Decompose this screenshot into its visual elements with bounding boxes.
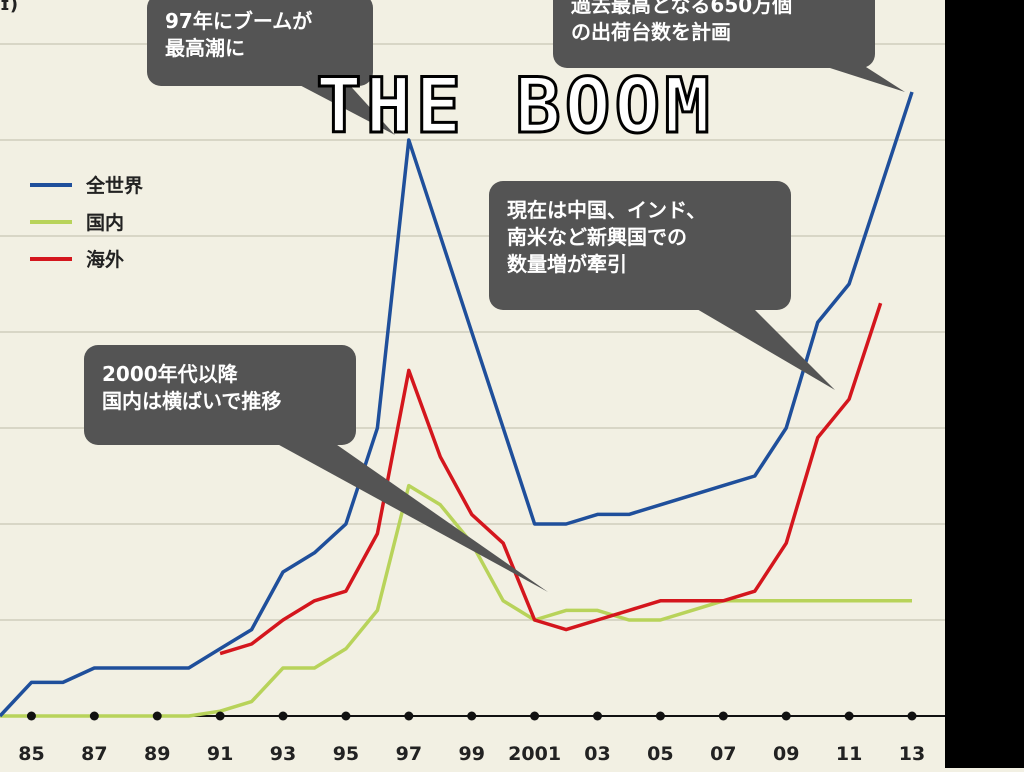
callout-pointer-record [805,60,905,92]
x-tick-label-5: 95 [333,743,359,765]
x-tick-mark-5 [341,711,351,721]
x-tick-label-11: 07 [710,743,736,765]
series-line-world [0,91,914,718]
x-tick-label-0: 85 [18,743,44,765]
x-tick-mark-1 [89,711,99,721]
series-line-domestic [0,483,912,718]
legend-item-overseas: 海外 [30,240,180,277]
x-tick-mark-2 [152,711,162,721]
x-tick-mark-12 [781,711,791,721]
x-tick-mark-11 [718,711,728,721]
x-tick-mark-6 [404,711,414,721]
legend-label-overseas: 海外 [86,249,125,271]
legend-swatch-world [30,182,72,187]
callout-domestic-flat: 2000年代以降 国内は横ばいで推移 [84,345,356,445]
legend: 全世界 国内 海外 [30,166,180,277]
x-tick-label-6: 97 [396,743,422,765]
callout-record-shipments: 過去最高となる650万個 の出荷台数を計画 [553,0,875,68]
overlay-title: THE BOOM [314,61,715,150]
black-side-band [945,0,1024,768]
x-tick-mark-14 [907,711,917,721]
x-tick-label-13: 11 [836,743,862,765]
x-tick-mark-13 [844,711,854,721]
x-tick-mark-4 [278,711,288,721]
x-tick-label-4: 93 [270,743,296,765]
callout-pointer-boom-peak [290,80,395,135]
callout-emerging-markets: 現在は中国、インド、 南米など新興国での 数量増が牽引 [489,181,791,310]
x-tick-label-7: 99 [458,743,484,765]
x-tick-label-9: 03 [584,743,610,765]
callout-pointer-emerging [690,305,835,390]
x-tick-label-2: 89 [144,743,170,765]
legend-item-domestic: 国内 [30,203,180,240]
callout-boom-peak: 97年にブームが 最高潮に [147,0,373,86]
x-tick-label-8: 2001 [508,743,561,765]
x-tick-label-12: 09 [773,743,799,765]
callout-pointer-domestic [270,440,548,592]
x-tick-label-1: 87 [81,743,107,765]
series-line-overseas [219,302,883,656]
y-axis-unit-fragment: ɪ) [0,0,19,15]
legend-label-world: 全世界 [86,175,144,197]
legend-item-world: 全世界 [30,166,180,203]
x-tick-mark-8 [530,711,540,721]
x-tick-mark-10 [655,711,665,721]
x-tick-mark-9 [593,711,603,721]
x-tick-mark-7 [467,711,477,721]
legend-swatch-domestic [30,219,72,224]
x-tick-label-14: 13 [899,743,925,765]
x-tick-label-3: 91 [207,743,233,765]
x-tick-mark-0 [26,711,36,721]
x-tick-mark-3 [215,711,225,721]
x-tick-label-10: 05 [647,743,673,765]
legend-swatch-overseas [30,256,72,261]
legend-label-domestic: 国内 [86,212,125,234]
